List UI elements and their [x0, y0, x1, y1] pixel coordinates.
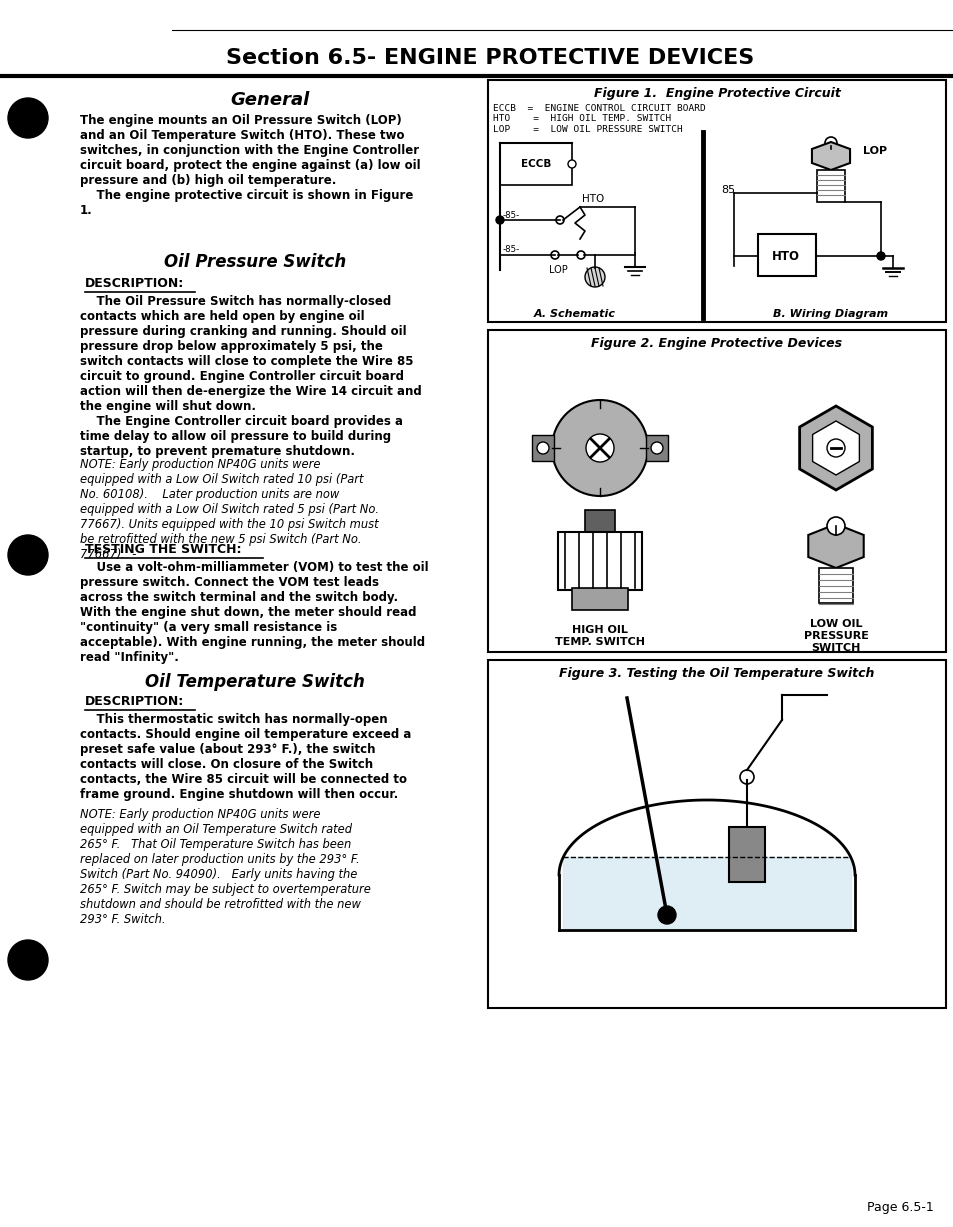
Circle shape [552, 400, 647, 496]
Circle shape [740, 771, 753, 784]
Bar [645, 436, 667, 461]
Polygon shape [799, 406, 871, 490]
Circle shape [826, 517, 844, 535]
Bar [728, 827, 764, 882]
Circle shape [658, 906, 676, 924]
Text: DESCRIPTION:: DESCRIPTION: [85, 694, 184, 708]
Circle shape [496, 216, 503, 225]
Circle shape [567, 160, 576, 168]
Polygon shape [811, 142, 849, 171]
Circle shape [8, 98, 48, 137]
Text: Page 6.5-1: Page 6.5-1 [865, 1201, 932, 1215]
Text: -85-: -85- [502, 245, 519, 254]
Circle shape [577, 252, 584, 259]
Text: NOTE: Early production NP40G units were
equipped with an Oil Temperature Switch : NOTE: Early production NP40G units were … [80, 809, 371, 926]
Text: Figure 1.  Engine Protective Circuit: Figure 1. Engine Protective Circuit [593, 86, 840, 99]
Circle shape [537, 442, 548, 454]
Text: Oil Pressure Switch: Oil Pressure Switch [164, 253, 346, 271]
Text: Oil Temperature Switch: Oil Temperature Switch [145, 672, 365, 691]
Text: HTO: HTO [771, 249, 800, 263]
Circle shape [8, 940, 48, 980]
Circle shape [584, 267, 604, 287]
Text: General: General [230, 91, 310, 109]
Text: ECCB  =  ENGINE CONTROL CIRCUIT BOARD
HTO    =  HIGH OIL TEMP. SWITCH
LOP    =  : ECCB = ENGINE CONTROL CIRCUIT BOARD HTO … [493, 104, 705, 134]
Text: 85: 85 [720, 185, 735, 195]
Bar [488, 330, 945, 652]
Circle shape [826, 439, 844, 456]
Circle shape [551, 252, 558, 259]
Bar [816, 171, 844, 202]
Text: Figure 2. Engine Protective Devices: Figure 2. Engine Protective Devices [591, 337, 841, 351]
Text: -85-: -85- [502, 211, 519, 220]
Bar [488, 80, 945, 321]
Text: Section 6.5- ENGINE PROTECTIVE DEVICES: Section 6.5- ENGINE PROTECTIVE DEVICES [226, 48, 753, 67]
Circle shape [650, 442, 662, 454]
Text: Figure 3. Testing the Oil Temperature Switch: Figure 3. Testing the Oil Temperature Sw… [558, 667, 874, 681]
Text: DESCRIPTION:: DESCRIPTION: [85, 277, 184, 290]
Bar [584, 510, 615, 533]
Bar [488, 660, 945, 1009]
Bar [758, 234, 815, 276]
Circle shape [556, 216, 563, 225]
Circle shape [824, 137, 836, 148]
Text: B. Wiring Diagram: B. Wiring Diagram [773, 309, 887, 319]
Text: HTO: HTO [581, 194, 603, 204]
Bar [499, 144, 572, 185]
Text: This thermostatic switch has normally-open
contacts. Should engine oil temperatu: This thermostatic switch has normally-op… [80, 713, 411, 801]
Text: The engine mounts an Oil Pressure Switch (LOP)
and an Oil Temperature Switch (HT: The engine mounts an Oil Pressure Switch… [80, 114, 420, 217]
Circle shape [8, 535, 48, 575]
Text: A. Schematic: A. Schematic [534, 309, 616, 319]
Circle shape [585, 434, 614, 463]
Text: NOTE: Early production NP40G units were
equipped with a Low Oil Switch rated 10 : NOTE: Early production NP40G units were … [80, 458, 378, 561]
Bar [572, 588, 627, 610]
Text: Use a volt-ohm-milliammeter (VOM) to test the oil
pressure switch. Connect the V: Use a volt-ohm-milliammeter (VOM) to tes… [80, 561, 428, 664]
Bar [558, 533, 641, 590]
Text: The Oil Pressure Switch has normally-closed
contacts which are held open by engi: The Oil Pressure Switch has normally-clo… [80, 294, 421, 458]
Text: TESTING THE SWITCH:: TESTING THE SWITCH: [85, 544, 241, 556]
Text: HIGH OIL
TEMP. SWITCH: HIGH OIL TEMP. SWITCH [555, 626, 644, 647]
Bar [532, 436, 554, 461]
Polygon shape [812, 421, 859, 475]
Polygon shape [807, 524, 862, 568]
Text: LOP: LOP [548, 265, 567, 275]
Text: LOP: LOP [862, 146, 886, 156]
Text: ECCB: ECCB [520, 160, 551, 169]
Text: LOW OIL
PRESSURE
SWITCH: LOW OIL PRESSURE SWITCH [802, 620, 867, 653]
Bar [818, 568, 852, 602]
Circle shape [876, 252, 884, 260]
